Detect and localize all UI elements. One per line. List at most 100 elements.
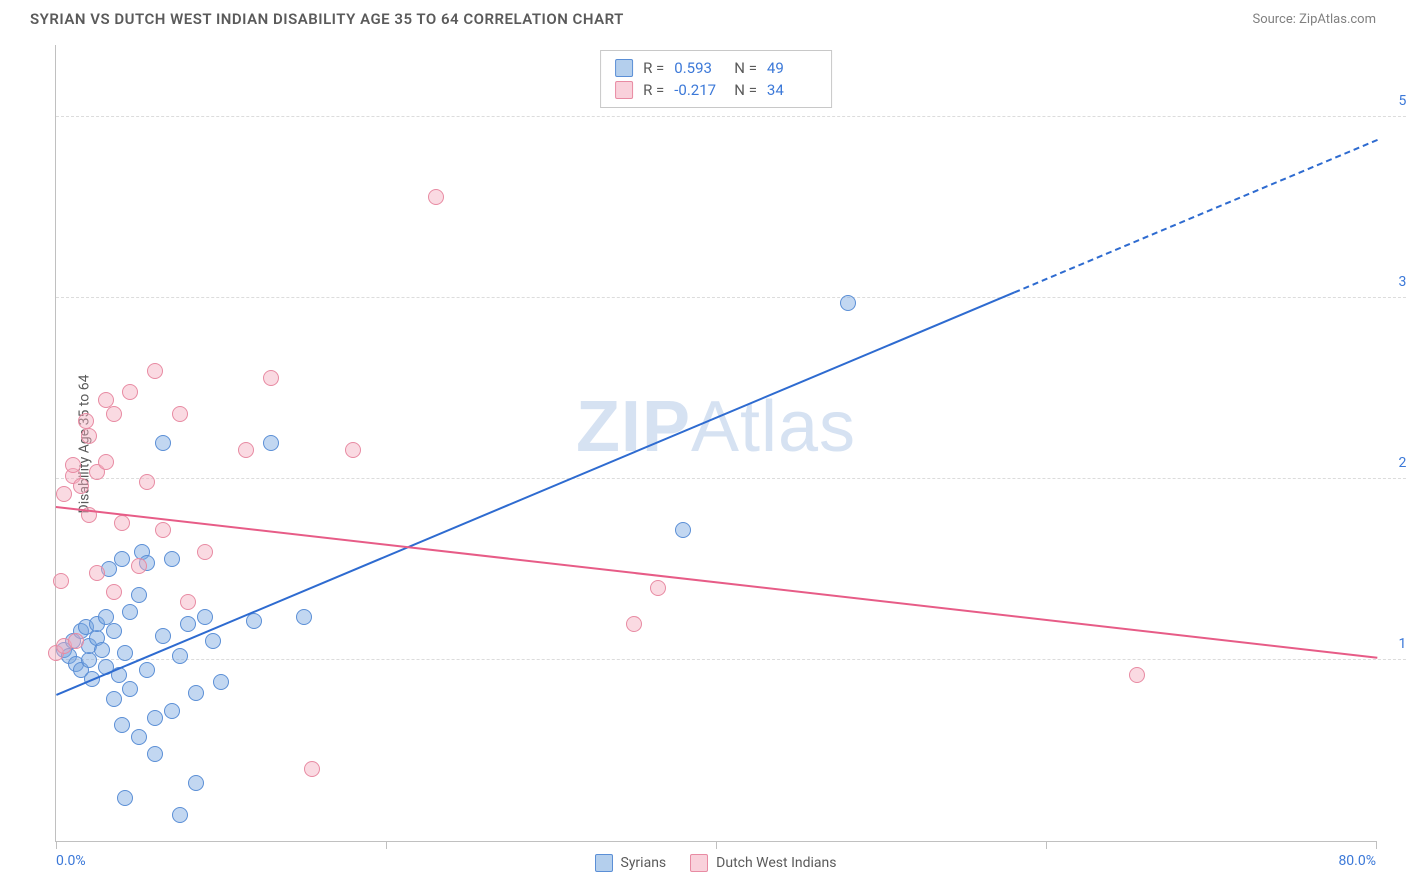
data-point xyxy=(131,729,147,745)
data-point xyxy=(172,648,188,664)
x-tick xyxy=(56,841,57,849)
legend-label-pink: Dutch West Indians xyxy=(716,855,836,871)
x-tick xyxy=(386,841,387,849)
data-point xyxy=(78,413,94,429)
swatch-blue-icon xyxy=(595,854,613,872)
y-tick-label: 25.0% xyxy=(1381,455,1406,471)
data-point xyxy=(626,616,642,632)
legend-item-blue: Syrians xyxy=(595,854,667,872)
data-point xyxy=(56,486,72,502)
data-point xyxy=(117,790,133,806)
data-point xyxy=(164,551,180,567)
r-value-blue: 0.593 xyxy=(674,59,724,77)
stats-legend: R = 0.593 N = 49 R = -0.217 N = 34 xyxy=(600,50,832,108)
data-point xyxy=(188,685,204,701)
data-point xyxy=(205,633,221,649)
chart-title: SYRIAN VS DUTCH WEST INDIAN DISABILITY A… xyxy=(30,10,624,28)
data-point xyxy=(106,584,122,600)
data-point xyxy=(131,558,147,574)
swatch-pink xyxy=(615,81,633,99)
data-point xyxy=(147,746,163,762)
gridline xyxy=(56,297,1406,298)
data-point xyxy=(155,435,171,451)
watermark: ZIPAtlas xyxy=(576,386,856,468)
data-point xyxy=(106,623,122,639)
data-point xyxy=(650,580,666,596)
data-point xyxy=(98,454,114,470)
gridline xyxy=(56,478,1406,479)
data-point xyxy=(246,613,262,629)
legend-item-pink: Dutch West Indians xyxy=(690,854,836,872)
data-point xyxy=(155,628,171,644)
x-tick-label: 80.0% xyxy=(1338,853,1376,869)
source-label: Source: ZipAtlas.com xyxy=(1252,12,1376,27)
data-point xyxy=(106,691,122,707)
stats-row-pink: R = -0.217 N = 34 xyxy=(615,79,817,101)
data-point xyxy=(155,522,171,538)
x-tick-label: 0.0% xyxy=(56,853,86,869)
data-point xyxy=(238,442,254,458)
data-point xyxy=(65,457,81,473)
data-point xyxy=(188,775,204,791)
data-point xyxy=(428,189,444,205)
legend-label-blue: Syrians xyxy=(621,855,667,871)
n-value-pink: 34 xyxy=(767,81,817,99)
data-point xyxy=(114,515,130,531)
data-point xyxy=(68,633,84,649)
data-point xyxy=(180,594,196,610)
stats-row-blue: R = 0.593 N = 49 xyxy=(615,57,817,79)
data-point xyxy=(53,573,69,589)
data-point xyxy=(122,384,138,400)
chart-container: Disability Age 35 to 64 ZIPAtlas R = 0.5… xyxy=(55,45,1376,842)
x-tick xyxy=(716,841,717,849)
data-point xyxy=(122,604,138,620)
swatch-pink-icon xyxy=(690,854,708,872)
header-bar: SYRIAN VS DUTCH WEST INDIAN DISABILITY A… xyxy=(0,0,1406,36)
data-point xyxy=(164,703,180,719)
data-point xyxy=(172,807,188,823)
n-value-blue: 49 xyxy=(767,59,817,77)
trend-line xyxy=(56,139,1377,694)
data-point xyxy=(106,406,122,422)
data-point xyxy=(840,295,856,311)
y-tick-label: 12.5% xyxy=(1381,636,1406,652)
data-point xyxy=(73,478,89,494)
data-point xyxy=(122,681,138,697)
data-point xyxy=(94,642,110,658)
data-point xyxy=(197,544,213,560)
swatch-blue xyxy=(615,59,633,77)
data-point xyxy=(296,609,312,625)
data-point xyxy=(172,406,188,422)
data-point xyxy=(213,674,229,690)
data-point xyxy=(131,587,147,603)
gridline xyxy=(56,659,1406,660)
gridline xyxy=(56,116,1406,117)
data-point xyxy=(89,565,105,581)
data-point xyxy=(114,717,130,733)
data-point xyxy=(98,392,114,408)
data-point xyxy=(263,370,279,386)
r-value-pink: -0.217 xyxy=(674,81,724,99)
data-point xyxy=(345,442,361,458)
data-point xyxy=(675,522,691,538)
y-tick-label: 50.0% xyxy=(1381,93,1406,109)
data-point xyxy=(139,474,155,490)
x-tick xyxy=(1376,841,1377,849)
data-point xyxy=(114,551,130,567)
data-point xyxy=(147,363,163,379)
data-point xyxy=(139,662,155,678)
data-point xyxy=(197,609,213,625)
trend-line xyxy=(56,506,1377,657)
x-tick xyxy=(1046,841,1047,849)
y-tick-label: 37.5% xyxy=(1381,274,1406,290)
data-point xyxy=(147,710,163,726)
data-point xyxy=(1129,667,1145,683)
data-point xyxy=(304,761,320,777)
series-legend: Syrians Dutch West Indians xyxy=(595,854,837,872)
data-point xyxy=(180,616,196,632)
data-point xyxy=(98,609,114,625)
data-point xyxy=(263,435,279,451)
data-point xyxy=(81,428,97,444)
plot-area: ZIPAtlas R = 0.593 N = 49 R = -0.217 N =… xyxy=(55,45,1376,842)
data-point xyxy=(117,645,133,661)
